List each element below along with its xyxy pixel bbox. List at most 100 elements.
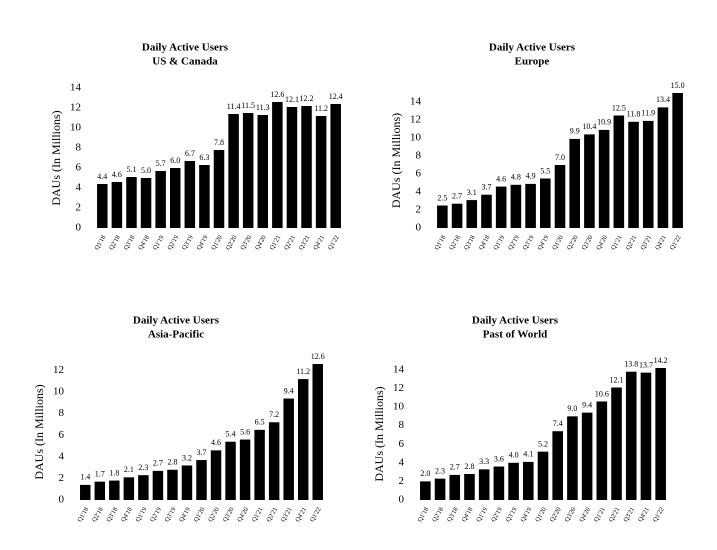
- x-tick-label: Q4'19: [536, 234, 550, 251]
- y-tick-label: 14: [70, 82, 82, 94]
- value-label: 1.7: [95, 469, 105, 478]
- bar: [510, 184, 522, 228]
- y-tick-label: 6: [59, 429, 65, 441]
- value-label: 6.7: [185, 149, 195, 158]
- x-tick-label: Q2'19: [166, 234, 180, 251]
- value-label: 4.0: [509, 451, 519, 460]
- bar: [642, 120, 654, 228]
- bar: [181, 465, 193, 500]
- bar: [523, 461, 534, 500]
- value-label: 2.7: [450, 463, 460, 472]
- value-label: 6.3: [199, 153, 209, 162]
- bar: [184, 161, 196, 228]
- y-tick-label: 12: [410, 114, 421, 126]
- bar: [152, 470, 164, 500]
- x-tick-label: Q3'21: [639, 234, 653, 251]
- bar: [655, 368, 666, 500]
- x-tick-label: Q2'18: [431, 506, 445, 523]
- value-label: 9.4: [582, 400, 592, 409]
- bar: [297, 379, 309, 500]
- value-label: 6.0: [170, 156, 180, 165]
- x-tick-label: Q4'18: [137, 234, 151, 251]
- x-tick-label: Q1'22: [669, 234, 683, 251]
- x-tick-label: Q1'18: [93, 234, 107, 251]
- y-axis-label: DAUs (In Millions): [389, 113, 403, 208]
- y-tick-label: 4: [76, 182, 82, 194]
- x-tick-label: Q4'18: [120, 506, 134, 523]
- bar: [254, 429, 265, 500]
- value-label: 3.3: [479, 457, 489, 466]
- value-label: 1.4: [80, 473, 90, 482]
- x-tick-label: Q1'21: [593, 506, 607, 523]
- x-tick-label: Q4'19: [519, 506, 533, 523]
- bar: [598, 129, 610, 228]
- value-label: 10.4: [582, 122, 596, 131]
- chart-subtitle: US & Canada: [152, 56, 218, 68]
- bar: [109, 480, 120, 500]
- y-tick-label: 10: [53, 386, 65, 398]
- x-tick-label: Q1'20: [193, 506, 207, 523]
- value-label: 10.6: [595, 389, 609, 398]
- bar: [199, 165, 210, 228]
- value-label: 4.4: [97, 172, 107, 181]
- y-tick-label: 0: [76, 222, 82, 234]
- y-axis-label: DAUs (In Millions): [49, 110, 63, 205]
- bar: [596, 401, 608, 500]
- x-tick-label: Q3'18: [446, 506, 460, 523]
- x-tick-label: Q1'20: [210, 234, 224, 251]
- y-tick-label: 12: [53, 364, 64, 376]
- x-tick-label: Q3'20: [564, 506, 578, 523]
- x-tick-label: Q4'20: [236, 506, 250, 523]
- bar: [196, 460, 207, 500]
- bar: [126, 177, 137, 228]
- x-tick-label: Q3'21: [280, 506, 294, 523]
- value-label: 7.8: [214, 138, 224, 147]
- bar: [80, 484, 91, 500]
- value-label: 9.4: [284, 386, 294, 395]
- chart-title: Daily Active Users: [489, 42, 576, 54]
- x-tick-label: Q2'18: [448, 234, 462, 251]
- x-tick-label: Q1'20: [534, 506, 548, 523]
- value-label: 4.8: [511, 173, 521, 182]
- y-tick-label: 2: [399, 475, 405, 487]
- bar: [268, 422, 280, 500]
- bar: [257, 115, 269, 228]
- value-label: 11.2: [314, 104, 328, 113]
- x-tick-label: Q3'18: [105, 506, 119, 523]
- y-tick-label: 12: [393, 382, 404, 394]
- x-tick-label: Q4'21: [654, 234, 668, 251]
- x-tick-label: Q2'21: [608, 506, 622, 523]
- x-tick-label: Q3'19: [505, 506, 519, 523]
- y-tick-label: 0: [399, 494, 405, 506]
- value-label: 4.6: [496, 174, 506, 183]
- chart-subtitle: Europe: [515, 56, 550, 68]
- x-tick-label: Q4'21: [294, 506, 308, 523]
- value-label: 7.0: [555, 153, 565, 162]
- value-label: 2.1: [124, 465, 134, 474]
- value-label: 14.2: [654, 356, 668, 365]
- chart-subtitle: Past of World: [483, 329, 548, 341]
- x-tick-label: Q1'21: [610, 234, 624, 251]
- bar: [94, 481, 106, 500]
- x-tick-label: Q2'21: [265, 506, 279, 523]
- y-tick-label: 0: [59, 494, 65, 506]
- value-label: 12.6: [270, 90, 284, 99]
- x-tick-label: Q1'22: [652, 506, 666, 523]
- bar: [111, 182, 123, 228]
- x-tick-label: Q4'20: [595, 234, 609, 251]
- x-tick-label: Q1'22: [327, 234, 341, 251]
- bar: [286, 107, 298, 228]
- chart-panel: Daily Active Users US & Canada DAUs (In Mi…: [49, 42, 343, 252]
- chart-title: Daily Active Users: [142, 42, 229, 54]
- x-tick-label: Q2'19: [490, 506, 504, 523]
- bar: [97, 184, 108, 228]
- bar: [540, 178, 551, 228]
- x-tick-label: Q4'18: [461, 506, 475, 523]
- y-tick-label: 2: [59, 472, 65, 484]
- y-tick-label: 14: [410, 96, 422, 108]
- value-label: 12.1: [285, 95, 299, 104]
- chart-subtitle: Asia-Pacific: [148, 329, 204, 341]
- value-label: 11.9: [641, 109, 655, 118]
- x-tick-label: Q3'21: [298, 234, 312, 251]
- bar: [434, 478, 446, 500]
